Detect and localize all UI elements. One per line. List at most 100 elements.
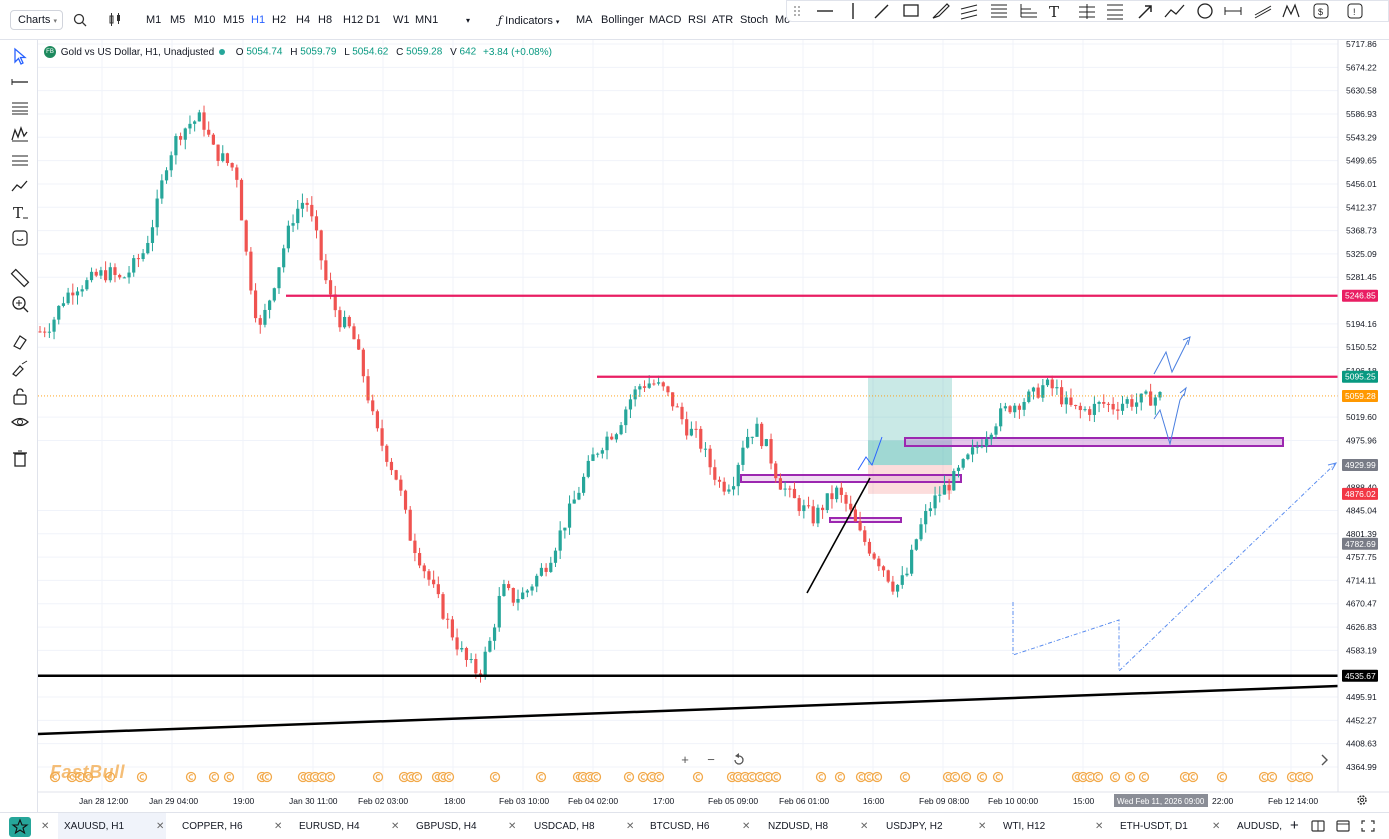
- long-position-stop-zone[interactable]: [868, 465, 952, 494]
- watchlist-star-icon[interactable]: [8, 817, 32, 837]
- economic-event-icon[interactable]: [372, 771, 384, 783]
- symbol-tab[interactable]: GBPUSD, H4 ✕: [410, 813, 518, 839]
- economic-event-icon[interactable]: [1138, 771, 1150, 783]
- parallel-lines-tool-icon[interactable]: [1254, 5, 1272, 19]
- economic-event-icon[interactable]: [637, 771, 649, 783]
- economic-event-icon[interactable]: [1092, 771, 1104, 783]
- demand-zone-upper[interactable]: [904, 437, 1284, 447]
- indicator-stoch[interactable]: Stoch: [740, 14, 769, 26]
- rectangle-tool-icon[interactable]: [903, 4, 919, 17]
- timeframe-h8[interactable]: H8: [318, 14, 333, 26]
- close-tab-icon[interactable]: ✕: [391, 821, 400, 832]
- gann-icon[interactable]: [10, 150, 30, 170]
- economic-event-icon[interactable]: [1266, 771, 1278, 783]
- economic-event-icon[interactable]: [855, 771, 867, 783]
- close-tab-icon[interactable]: ✕: [626, 821, 635, 832]
- trash-icon[interactable]: [10, 448, 30, 468]
- demand-zone-middle[interactable]: [740, 474, 962, 483]
- economic-event-icon[interactable]: [104, 771, 116, 783]
- economic-event-icon[interactable]: [770, 771, 782, 783]
- timeframe-h1[interactable]: H1: [251, 14, 266, 26]
- horizontal-line-icon[interactable]: [10, 72, 30, 92]
- economic-event-icon[interactable]: [623, 771, 635, 783]
- symbol-tab[interactable]: COPPER, H6 ✕: [176, 813, 284, 839]
- economic-event-icon[interactable]: [1187, 771, 1199, 783]
- indicator-bollinger[interactable]: Bollinger: [601, 14, 644, 26]
- indicator-ma[interactable]: MA: [576, 14, 593, 26]
- ruler-icon[interactable]: [10, 268, 30, 288]
- reset-icon[interactable]: [730, 752, 748, 768]
- close-tab-icon[interactable]: ✕: [508, 821, 517, 832]
- economic-event-icon[interactable]: [82, 771, 94, 783]
- chevron-down-icon[interactable]: ▾: [466, 16, 471, 25]
- eye-icon[interactable]: [10, 412, 30, 432]
- gann-fan-tool-icon[interactable]: [1107, 4, 1123, 20]
- timeframe-d1[interactable]: D1: [366, 14, 381, 26]
- symbol-tab[interactable]: ETH-USDT, D1 ✕: [1114, 813, 1222, 839]
- timeframe-m15[interactable]: M15: [223, 14, 245, 26]
- economic-event-icon[interactable]: [261, 771, 273, 783]
- economic-event-icon[interactable]: [746, 771, 758, 783]
- indicator-atr[interactable]: ATR: [712, 14, 734, 26]
- indicator-rsi[interactable]: RSI: [688, 14, 707, 26]
- economic-event-icon[interactable]: [411, 771, 423, 783]
- text-tool-icon[interactable]: T: [1049, 3, 1059, 21]
- close-tab-icon[interactable]: ✕: [1095, 821, 1104, 832]
- lock-icon[interactable]: [10, 386, 30, 406]
- economic-event-icon[interactable]: [692, 771, 704, 783]
- scroll-right-icon[interactable]: [1316, 752, 1332, 768]
- economic-event-icon[interactable]: [899, 771, 911, 783]
- economic-event-icon[interactable]: [223, 771, 235, 783]
- tab-list-icon[interactable]: [1336, 820, 1350, 832]
- pattern-icon[interactable]: [10, 124, 30, 144]
- close-tab-icon[interactable]: ✕: [156, 821, 165, 832]
- indicator-macd[interactable]: MACD: [649, 14, 682, 26]
- close-tab-icon[interactable]: ✕: [978, 821, 987, 832]
- timeframe-mn1[interactable]: MN1: [415, 14, 439, 26]
- indicators-button[interactable]: ƒ Indicators ▾: [498, 14, 559, 27]
- text-icon[interactable]: T: [10, 202, 30, 222]
- path-tool-icon[interactable]: [1164, 4, 1185, 18]
- symbol-tab[interactable]: BTCUSD, H6 ✕: [644, 813, 752, 839]
- zoom-in-button[interactable]: +: [681, 752, 689, 767]
- economic-event-icon[interactable]: [1124, 771, 1136, 783]
- close-tab-icon[interactable]: ✕: [1212, 821, 1221, 832]
- date-range-tool-icon[interactable]: [1224, 7, 1242, 15]
- economic-event-icon[interactable]: [590, 771, 602, 783]
- symbol-tab[interactable]: WTI, H12 ✕: [997, 813, 1105, 839]
- economic-event-icon[interactable]: [1084, 771, 1096, 783]
- prediction-icon[interactable]: [10, 176, 30, 196]
- symbol-tab[interactable]: EURUSD, H4 ✕: [293, 813, 401, 839]
- economic-event-icon[interactable]: [1109, 771, 1121, 783]
- economic-event-icon[interactable]: [871, 771, 883, 783]
- settings-gear-icon[interactable]: [1355, 793, 1369, 807]
- economic-event-icon[interactable]: [208, 771, 220, 783]
- symbol-tab[interactable]: USDCAD, H8 ✕: [528, 813, 636, 839]
- economic-event-icon[interactable]: [535, 771, 547, 783]
- price-label-tool-icon[interactable]: [1313, 3, 1329, 19]
- dashed-projection-path[interactable]: [1012, 462, 1337, 673]
- parallel-channel-tool-icon[interactable]: [960, 4, 978, 20]
- economic-event-icon[interactable]: [324, 771, 336, 783]
- zoom-out-button[interactable]: −: [707, 752, 715, 767]
- economic-event-icon[interactable]: [653, 771, 665, 783]
- fib-channel-tool-icon[interactable]: [1020, 4, 1037, 18]
- projection-path-1[interactable]: [857, 436, 883, 471]
- pitchfork-tool-icon[interactable]: [1079, 4, 1095, 19]
- event-markers[interactable]: [49, 771, 1314, 783]
- layout-icon[interactable]: [1311, 820, 1325, 832]
- fib-lines-icon[interactable]: [10, 98, 30, 118]
- timeframe-h4[interactable]: H4: [296, 14, 311, 26]
- symbol-tab[interactable]: XAUUSD, H1 ✕: [58, 813, 166, 839]
- emoji-icon[interactable]: [10, 228, 30, 248]
- drawings[interactable]: [37, 294, 1339, 736]
- trend-line-tool-icon[interactable]: [874, 4, 889, 19]
- circle-tool-icon[interactable]: [1197, 3, 1213, 19]
- timeframe-h2[interactable]: H2: [272, 14, 287, 26]
- fullscreen-icon[interactable]: [1361, 820, 1375, 832]
- fib-retracement-tool-icon[interactable]: [991, 4, 1007, 18]
- timeframe-w1[interactable]: W1: [393, 14, 410, 26]
- add-tab-button[interactable]: +: [1290, 817, 1299, 834]
- economic-event-icon[interactable]: [185, 771, 197, 783]
